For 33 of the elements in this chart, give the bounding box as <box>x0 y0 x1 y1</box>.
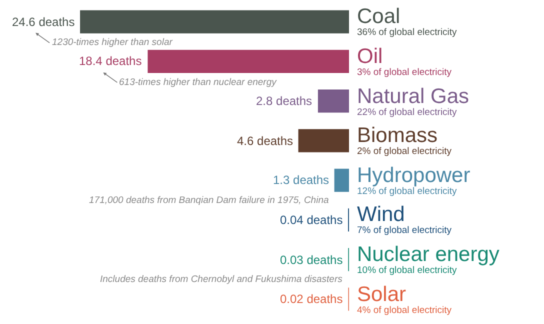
annotation: 171,000 deaths from Banqian Dam failure in 1975, China <box>89 195 329 206</box>
data-label: 0.02 deaths <box>280 292 343 306</box>
data-label: 0.03 deaths <box>280 253 343 267</box>
bar <box>148 50 349 74</box>
bar <box>298 129 349 152</box>
data-label: 18.4 deaths <box>79 54 142 68</box>
y-tick-label: Nuclear energy <box>357 243 500 266</box>
data-label: 2.8 deaths <box>256 94 312 108</box>
text: 7% of global electricity <box>357 225 452 236</box>
bar <box>334 168 349 192</box>
annotation: 1230-times higher than solar <box>52 37 174 48</box>
y-tick-label: Biomass <box>357 124 438 147</box>
y-tick-label: Oil <box>357 45 383 68</box>
y-tick-label: Coal <box>357 5 400 28</box>
y-tick-label: Solar <box>357 283 406 306</box>
y-tick-label: Wind <box>357 203 405 226</box>
text: 12% of global electricity <box>357 186 458 197</box>
text: 36% of global electricity <box>357 27 458 38</box>
bar <box>318 89 349 113</box>
annotation: Includes deaths from Chernobyl and Fukushima disasters <box>100 274 343 285</box>
text: 10% of global electricity <box>357 265 458 276</box>
y-tick-label: Natural Gas <box>357 85 470 108</box>
annotation: 613-times higher than nuclear energy <box>119 77 278 88</box>
data-label: 24.6 deaths <box>12 15 75 29</box>
text: 2% of global electricity <box>357 146 452 157</box>
data-label: 0.04 deaths <box>280 213 343 227</box>
text: 4% of global electricity <box>357 305 452 316</box>
data-label: 1.3 deaths <box>273 173 330 187</box>
y-tick-label: Hydropower <box>357 164 470 187</box>
text: 3% of global electricity <box>357 67 452 78</box>
bar <box>80 10 349 34</box>
text: 22% of global electricity <box>357 107 458 118</box>
data-label: 4.6 deaths <box>237 134 294 148</box>
